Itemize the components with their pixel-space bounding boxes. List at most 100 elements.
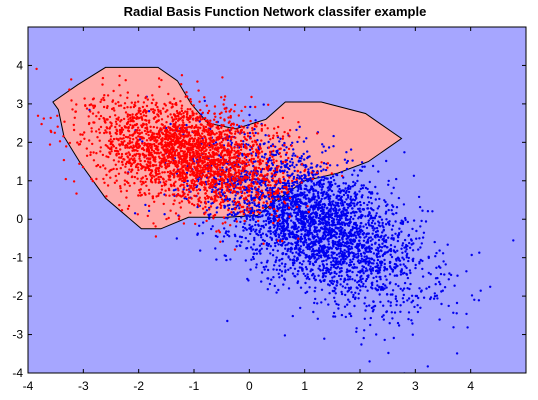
- scatter-point: [354, 195, 357, 198]
- scatter-point: [144, 180, 147, 184]
- scatter-point: [310, 162, 313, 165]
- scatter-point: [263, 209, 266, 213]
- scatter-point: [208, 217, 211, 220]
- scatter-point: [275, 241, 279, 244]
- scatter-point: [299, 177, 302, 180]
- scatter-point: [291, 141, 294, 144]
- scatter-point: [248, 204, 251, 207]
- scatter-point: [126, 115, 129, 118]
- scatter-point: [119, 148, 122, 151]
- scatter-point: [328, 231, 332, 234]
- scatter-point: [283, 208, 287, 212]
- scatter-point: [299, 219, 303, 222]
- scatter-point: [222, 235, 226, 238]
- scatter-point: [176, 174, 180, 177]
- scatter-point: [341, 202, 344, 205]
- scatter-point: [176, 119, 180, 122]
- scatter-point: [332, 259, 335, 262]
- scatter-point: [352, 263, 356, 266]
- scatter-point: [355, 197, 358, 200]
- scatter-point: [264, 195, 268, 198]
- scatter-point: [188, 162, 191, 165]
- scatter-point: [306, 229, 310, 232]
- scatter-point: [295, 246, 298, 249]
- scatter-point: [345, 250, 349, 253]
- scatter-point: [327, 254, 330, 257]
- scatter-point: [236, 240, 239, 243]
- scatter-point: [320, 197, 323, 201]
- scatter-point: [366, 196, 370, 199]
- scatter-point: [320, 288, 324, 291]
- scatter-point: [349, 215, 353, 219]
- scatter-point: [310, 180, 313, 183]
- scatter-point: [272, 200, 276, 203]
- scatter-point: [419, 306, 422, 309]
- scatter-point: [266, 186, 269, 190]
- scatter-point: [266, 268, 270, 272]
- scatter-point: [155, 126, 159, 129]
- scatter-point: [314, 189, 318, 192]
- scatter-point: [160, 157, 164, 160]
- scatter-point: [259, 215, 262, 218]
- scatter-point: [381, 254, 384, 258]
- scatter-point: [112, 167, 115, 171]
- scatter-point: [383, 258, 386, 262]
- scatter-point: [306, 220, 309, 224]
- scatter-point: [360, 196, 364, 199]
- scatter-point: [42, 117, 45, 120]
- scatter-point: [281, 137, 284, 140]
- scatter-point: [401, 244, 404, 247]
- scatter-point: [449, 273, 453, 277]
- scatter-point: [333, 300, 337, 303]
- scatter-point: [284, 270, 287, 274]
- scatter-point: [281, 242, 284, 245]
- scatter-point: [264, 223, 268, 226]
- scatter-point: [366, 207, 370, 210]
- scatter-point: [425, 287, 428, 290]
- scatter-point: [290, 219, 293, 222]
- scatter-point: [111, 107, 114, 111]
- scatter-point: [285, 236, 288, 240]
- scatter-point: [143, 160, 147, 163]
- scatter-point: [127, 120, 130, 124]
- scatter-point: [124, 135, 128, 139]
- scatter-point: [313, 230, 316, 234]
- scatter-point: [244, 227, 247, 230]
- scatter-point: [230, 211, 233, 214]
- scatter-point: [326, 206, 329, 209]
- scatter-point: [380, 285, 383, 289]
- scatter-point: [277, 197, 280, 201]
- scatter-point: [249, 212, 253, 215]
- scatter-point: [313, 196, 316, 200]
- scatter-point: [373, 222, 377, 225]
- scatter-point: [239, 145, 243, 149]
- scatter-point: [349, 312, 352, 315]
- scatter-point: [258, 244, 262, 247]
- scatter-point: [249, 105, 252, 109]
- scatter-point: [284, 165, 287, 169]
- scatter-point: [227, 148, 230, 151]
- scatter-point: [395, 177, 398, 181]
- scatter-point: [376, 255, 379, 259]
- scatter-point: [302, 260, 305, 263]
- scatter-point: [295, 251, 298, 254]
- scatter-point: [261, 204, 265, 207]
- scatter-point: [378, 197, 381, 201]
- scatter-point: [384, 284, 387, 287]
- scatter-point: [356, 179, 359, 183]
- scatter-point: [346, 194, 350, 197]
- scatter-point: [403, 281, 407, 285]
- scatter-point: [262, 201, 265, 204]
- scatter-point: [322, 215, 325, 219]
- scatter-point: [296, 219, 300, 223]
- scatter-point: [209, 213, 212, 216]
- scatter-point: [140, 131, 144, 134]
- scatter-point: [95, 130, 98, 133]
- scatter-point: [315, 214, 319, 217]
- scatter-point: [436, 297, 439, 300]
- scatter-point: [312, 277, 316, 280]
- scatter-point: [251, 225, 254, 228]
- scatter-point: [316, 233, 319, 236]
- scatter-point: [333, 206, 337, 209]
- scatter-point: [308, 191, 311, 194]
